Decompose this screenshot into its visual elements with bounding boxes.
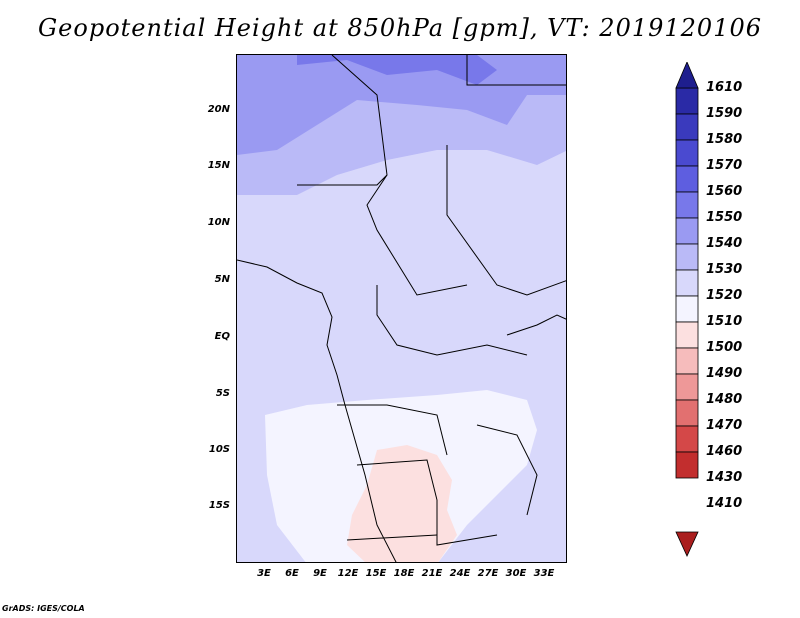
colorbar-cell-1460 — [675, 425, 699, 453]
colorbar-label-1480: 1480 — [706, 392, 743, 407]
colorbar-top-arrow — [675, 62, 699, 89]
colorbar — [675, 62, 699, 557]
colorbar-label-1580: 1580 — [706, 132, 743, 147]
lat-label-10s: 10S — [208, 444, 230, 455]
lat-label-5n: 5N — [214, 274, 230, 285]
lon-label-15e: 15E — [365, 568, 387, 579]
height-field — [237, 55, 566, 562]
lat-label-15n: 15N — [207, 160, 230, 171]
colorbar-cell-1480 — [675, 373, 699, 401]
colorbar-cell-1570 — [675, 139, 699, 167]
colorbar-label-1460: 1460 — [706, 444, 743, 459]
lon-label-6e: 6E — [285, 568, 299, 579]
colorbar-label-1490: 1490 — [706, 366, 743, 381]
contour-1560 — [297, 55, 497, 85]
map-title: Geopotential Height at 850hPa [gpm], VT:… — [38, 14, 762, 42]
lat-label-20n: 20N — [207, 104, 230, 115]
colorbar-label-1510: 1510 — [706, 314, 743, 329]
lon-label-9e: 9E — [313, 568, 327, 579]
contour-1550 — [237, 55, 566, 155]
colorbar-label-1570: 1570 — [706, 158, 743, 173]
lat-label-10n: 10N — [207, 217, 230, 228]
colorbar-label-1550: 1550 — [706, 210, 743, 225]
colorbar-label-1430: 1430 — [706, 470, 743, 485]
colorbar-label-1530: 1530 — [706, 262, 743, 277]
lon-label-12e: 12E — [337, 568, 359, 579]
colorbar-cell-1580 — [675, 113, 699, 141]
lon-label-27e: 27E — [477, 568, 499, 579]
colorbar-label-1610: 1610 — [706, 80, 743, 95]
lon-label-30e: 30E — [505, 568, 527, 579]
colorbar-label-1410: 1410 — [706, 496, 743, 511]
country-borders — [237, 55, 566, 562]
lon-label-18e: 18E — [393, 568, 415, 579]
colorbar-cell-1530 — [675, 243, 699, 271]
colorbar-cell-1560 — [675, 165, 699, 193]
lon-label-3e: 3E — [257, 568, 271, 579]
colorbar-cell-1520 — [675, 269, 699, 297]
lon-label-33e: 33E — [533, 568, 555, 579]
colorbar-label-1590: 1590 — [706, 106, 743, 121]
lat-label-15s: 15S — [208, 500, 230, 511]
map-panel — [236, 54, 567, 563]
colorbar-cell-1490 — [675, 347, 699, 375]
lon-label-24e: 24E — [449, 568, 471, 579]
colorbar-label-1560: 1560 — [706, 184, 743, 199]
colorbar-cell-1510 — [675, 295, 699, 323]
grads-credit: GrADS: IGES/COLA — [2, 604, 85, 613]
lat-label-eq: EQ — [214, 331, 230, 342]
lon-label-21e: 21E — [421, 568, 443, 579]
contour-1500 — [347, 445, 457, 562]
colorbar-cell-1550 — [675, 191, 699, 219]
colorbar-cell-1430 — [675, 451, 699, 479]
colorbar-label-1500: 1500 — [706, 340, 743, 355]
colorbar-cell-1470 — [675, 399, 699, 427]
colorbar-label-1520: 1520 — [706, 288, 743, 303]
contour-1520-east — [517, 416, 566, 562]
colorbar-label-1540: 1540 — [706, 236, 743, 251]
colorbar-bottom-arrow — [675, 531, 699, 557]
colorbar-cell-1500 — [675, 321, 699, 349]
colorbar-label-1470: 1470 — [706, 418, 743, 433]
lat-label-5s: 5S — [215, 388, 230, 399]
colorbar-cell-1540 — [675, 217, 699, 245]
colorbar-cell-1590 — [675, 87, 699, 115]
